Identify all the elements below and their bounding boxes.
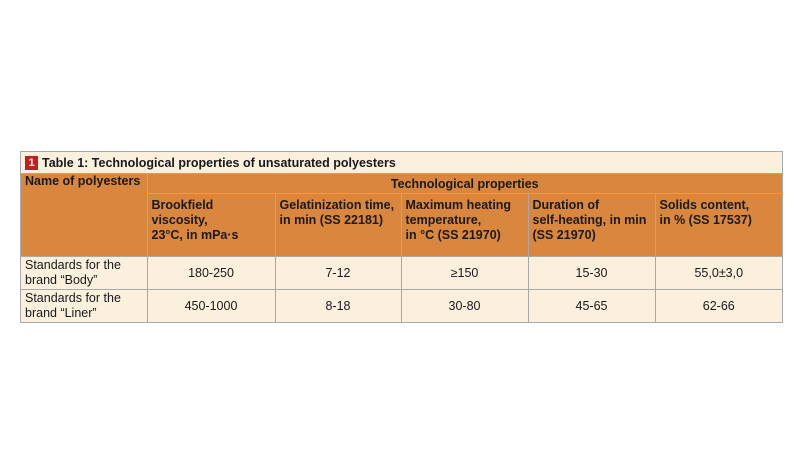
row-label-cell: Standards for the brand “Liner” <box>21 289 148 322</box>
row-label-line: Standards for the <box>25 258 121 272</box>
column-header-line: in min (SS 22181) <box>279 213 384 227</box>
row-label-cell: Standards for the brand “Body” <box>21 256 148 290</box>
table-row: Standards for the brand “Liner” 450-1000… <box>21 289 783 322</box>
header-row-columns: Brookfield viscosity, 23°C, in mPa·s Gel… <box>21 193 783 257</box>
group-header-label: Technological properties <box>390 176 539 191</box>
column-header-line: Maximum heating <box>405 198 512 212</box>
row-label-line: brand “Body” <box>25 273 98 287</box>
table-caption-text: Table 1: Technological properties of uns… <box>42 155 396 170</box>
row-label-line: Standards for the <box>25 291 121 305</box>
column-header-line: Gelatinization time, <box>279 198 395 212</box>
group-header-cell: Technological properties <box>146 174 783 194</box>
column-header-line: Brookfield viscosity, <box>151 198 214 227</box>
table-cell: 450-1000 <box>146 289 276 322</box>
column-header: Solids content, in % (SS 17537) <box>654 193 783 257</box>
header-row-group: Name of polyesters Technological propert… <box>21 174 783 257</box>
row-header-cell: Name of polyesters <box>21 174 148 257</box>
table-cell: 15-30 <box>527 256 656 290</box>
column-header-line: Solids content, <box>659 198 750 212</box>
table-cell: 180-250 <box>146 256 276 290</box>
table-caption: 1 Table 1: Technological properties of u… <box>21 152 782 174</box>
column-header-line: temperature, <box>405 213 482 227</box>
column-header: Duration of self-heating, in min (SS 219… <box>527 193 656 257</box>
data-table: Name of polyesters Technological propert… <box>21 174 783 322</box>
table-cell: ≥150 <box>400 256 529 290</box>
table-number-badge: 1 <box>25 155 38 170</box>
table-cell: 8-18 <box>274 289 402 322</box>
column-header-line: 23°C, in mPa·s <box>151 228 239 242</box>
table-cell: 55,0±3,0 <box>654 256 783 290</box>
column-header-line: (SS 21970) <box>532 228 596 242</box>
column-header-line: in °C (SS 21970) <box>405 228 501 242</box>
table-row: Standards for the brand “Body” 180-250 7… <box>21 256 783 290</box>
column-header-line: Duration of <box>532 198 600 212</box>
column-header: Maximum heating temperature, in °C (SS 2… <box>400 193 529 257</box>
column-header: Gelatinization time, in min (SS 22181) <box>274 193 402 257</box>
row-label-line: brand “Liner” <box>25 306 97 320</box>
properties-table: 1 Table 1: Technological properties of u… <box>20 151 783 323</box>
column-header-line: self-heating, in min <box>532 213 647 227</box>
column-header-line: in % (SS 17537) <box>659 213 752 227</box>
column-header: Brookfield viscosity, 23°C, in mPa·s <box>147 193 276 257</box>
table-cell: 62-66 <box>654 289 783 322</box>
table-cell: 7-12 <box>274 256 402 290</box>
table-cell: 30-80 <box>400 289 529 322</box>
table-cell: 45-65 <box>527 289 656 322</box>
row-header-label: Name of polyesters <box>25 174 141 188</box>
